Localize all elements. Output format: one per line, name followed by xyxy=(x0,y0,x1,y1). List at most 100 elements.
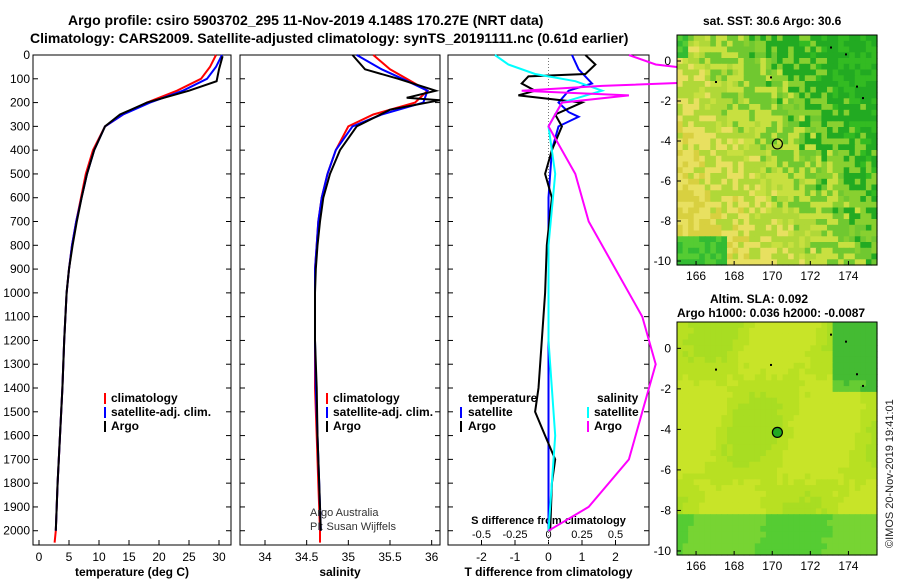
map-cell xyxy=(754,479,761,486)
map-cell xyxy=(732,247,739,255)
map-cell xyxy=(871,479,878,486)
map-cell xyxy=(682,351,689,358)
map-cell xyxy=(727,386,734,393)
map-cell xyxy=(754,121,761,128)
map-cell xyxy=(860,236,867,243)
map-cell xyxy=(727,502,734,509)
map-cell xyxy=(777,161,784,168)
map-cell xyxy=(688,58,695,65)
map-cell xyxy=(699,467,706,474)
map-cell xyxy=(743,520,750,527)
map-cell xyxy=(793,86,800,94)
map-cell xyxy=(715,58,723,65)
map-cell xyxy=(810,549,817,556)
map-cell xyxy=(715,115,723,122)
map-cell xyxy=(815,322,823,329)
map-cell xyxy=(771,374,778,381)
map-cell xyxy=(810,450,817,457)
map-cell xyxy=(749,380,756,387)
map-cell xyxy=(777,502,784,509)
map-cell xyxy=(710,161,717,168)
map-x-tick-label: 168 xyxy=(724,559,744,573)
map-cell xyxy=(810,104,817,111)
map-cell xyxy=(854,351,861,358)
map-cell xyxy=(832,485,839,492)
map-cell xyxy=(843,63,850,71)
map-cell xyxy=(732,514,739,521)
map-cell xyxy=(860,467,867,474)
map-cell xyxy=(782,63,789,71)
map-cell xyxy=(810,380,817,387)
map-cell xyxy=(727,63,734,71)
map-cell xyxy=(815,92,823,99)
map-cell xyxy=(760,485,767,492)
map-cell xyxy=(738,432,745,440)
map-cell xyxy=(838,531,845,539)
map-cell xyxy=(771,473,778,480)
map-cell xyxy=(749,236,756,243)
map-cell xyxy=(849,92,856,99)
map-cell xyxy=(710,247,717,255)
map-cell xyxy=(749,224,756,232)
map-cell xyxy=(782,397,789,405)
map-cell xyxy=(793,190,800,197)
map-cell xyxy=(760,531,767,539)
map-cell xyxy=(838,479,845,486)
map-cell xyxy=(804,508,811,515)
map-cell xyxy=(704,467,711,474)
map-cell xyxy=(699,213,706,220)
legend-label: Argo xyxy=(333,419,361,433)
map-cell xyxy=(815,138,823,145)
map-cell xyxy=(788,485,795,492)
map-cell xyxy=(677,150,684,157)
map-cell xyxy=(832,40,839,48)
map-cell xyxy=(754,109,761,117)
map-cell xyxy=(693,161,700,168)
map-cell xyxy=(754,161,761,168)
map-cell xyxy=(765,259,773,266)
map-cell xyxy=(710,415,717,422)
map-cell xyxy=(688,496,695,504)
map-cell xyxy=(832,207,839,214)
map-cell xyxy=(765,109,773,117)
map-cell xyxy=(721,438,728,445)
map-cell xyxy=(827,40,834,48)
map-cell xyxy=(799,479,806,486)
map-cell xyxy=(732,150,739,157)
map-cell xyxy=(810,259,817,266)
map-cell xyxy=(810,461,817,469)
map-cell xyxy=(765,514,773,521)
legend-label: Argo xyxy=(468,419,496,433)
map-cell xyxy=(804,224,811,232)
map-cell xyxy=(815,230,823,237)
map-cell xyxy=(782,490,789,498)
map-cell xyxy=(810,473,817,480)
x-tick-label: 0 xyxy=(545,550,552,564)
map-cell xyxy=(710,52,717,59)
map-cell xyxy=(821,75,828,82)
map-cell xyxy=(821,213,828,220)
map-cell xyxy=(799,502,806,509)
map-cell xyxy=(721,75,728,82)
map-cell xyxy=(715,161,723,168)
map-cell xyxy=(860,75,867,82)
map-cell xyxy=(871,356,878,364)
map-cell xyxy=(727,52,734,59)
map-cell xyxy=(754,178,761,186)
map-cell xyxy=(865,543,873,550)
map-cell xyxy=(827,508,834,515)
map-cell xyxy=(699,150,706,157)
map-cell xyxy=(715,213,723,220)
map-cell xyxy=(799,92,806,99)
map-cell xyxy=(843,190,850,197)
map-cell xyxy=(760,86,767,94)
map-cell xyxy=(799,374,806,381)
map-cell xyxy=(860,167,867,174)
map-cell xyxy=(804,397,811,405)
map-cell xyxy=(799,444,806,451)
map-cell xyxy=(810,496,817,504)
map-cell xyxy=(727,98,734,105)
map-cell xyxy=(749,40,756,48)
y-tick-label: 1500 xyxy=(3,405,30,419)
